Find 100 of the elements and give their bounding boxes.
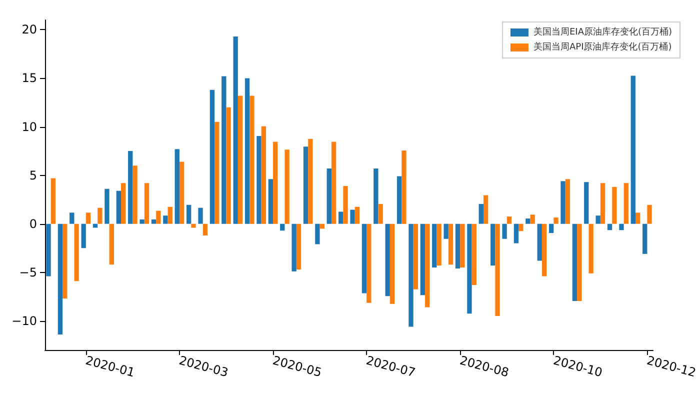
bar — [81, 224, 86, 248]
bar — [308, 138, 313, 224]
bar — [448, 224, 454, 265]
bar — [210, 90, 215, 224]
bar — [612, 186, 617, 224]
bar — [436, 224, 442, 266]
bar — [179, 162, 184, 224]
bar — [132, 166, 138, 224]
bar — [495, 224, 500, 316]
bar — [630, 76, 636, 224]
bar — [58, 224, 63, 334]
bar — [588, 224, 594, 274]
bar — [642, 224, 648, 254]
x-tick-label: 2020-05 — [271, 353, 324, 380]
y-tick-label: −10 — [12, 314, 37, 328]
bar — [163, 216, 168, 224]
bar — [70, 212, 74, 224]
bar — [350, 210, 355, 224]
x-tick-label: 2020-07 — [364, 353, 417, 380]
bar — [514, 224, 519, 244]
bar — [577, 224, 582, 301]
bar — [460, 224, 465, 268]
bar — [46, 224, 51, 276]
bar — [502, 224, 507, 239]
bar — [315, 224, 320, 244]
bar — [104, 188, 110, 224]
bar — [338, 212, 344, 224]
bar — [472, 224, 476, 285]
bar — [526, 218, 530, 224]
bar — [444, 224, 448, 239]
legend-label: 美国当周EIA原油库存变化(百万桶) — [533, 26, 672, 38]
bar — [233, 36, 238, 224]
bar — [74, 224, 79, 282]
bar — [596, 216, 600, 224]
bar — [408, 224, 414, 327]
bar — [624, 183, 628, 224]
bar — [50, 178, 56, 224]
bar — [273, 142, 278, 224]
bar — [284, 150, 290, 224]
bar — [378, 204, 383, 224]
bar — [542, 224, 547, 276]
bar — [478, 204, 484, 224]
bar — [565, 179, 570, 224]
bar — [186, 204, 192, 224]
bar — [280, 224, 285, 231]
bar — [343, 186, 348, 224]
bar — [292, 224, 296, 272]
bar — [420, 224, 426, 296]
bar — [174, 149, 180, 224]
bar — [537, 224, 542, 261]
bar — [86, 212, 91, 224]
bar — [140, 219, 144, 224]
bar — [483, 195, 488, 224]
bar — [396, 176, 402, 224]
bar — [128, 151, 133, 224]
bar — [268, 179, 274, 224]
bar — [144, 183, 150, 224]
bar — [490, 224, 496, 266]
bar — [425, 224, 430, 308]
y-tick-label: −5 — [19, 265, 37, 280]
bar — [467, 224, 472, 314]
bar — [455, 224, 460, 268]
bar — [607, 224, 612, 230]
bar — [296, 224, 302, 270]
bar — [506, 216, 512, 224]
bar — [354, 206, 360, 224]
bar — [198, 208, 203, 224]
bar — [261, 126, 266, 224]
bar — [600, 183, 606, 224]
bar — [619, 224, 624, 230]
bar — [584, 182, 589, 224]
bar — [303, 146, 308, 224]
bar — [250, 96, 254, 224]
y-tick-label: 0 — [29, 216, 37, 231]
bar — [238, 96, 243, 224]
y-tick-label: 20 — [22, 22, 37, 37]
bar — [202, 224, 208, 236]
bar — [116, 190, 122, 224]
bar — [572, 224, 578, 301]
bar — [168, 206, 172, 224]
bar — [374, 168, 378, 224]
y-tick-label: 5 — [29, 168, 37, 182]
bar — [222, 76, 226, 224]
bar — [331, 142, 336, 224]
bar — [635, 212, 640, 224]
bar — [226, 107, 231, 224]
bar — [214, 122, 220, 224]
bar — [647, 204, 652, 224]
bar — [326, 168, 332, 224]
bar — [366, 224, 372, 303]
bar — [151, 219, 156, 224]
bar — [560, 181, 566, 224]
bar — [548, 224, 554, 234]
y-tick-label: 15 — [22, 71, 37, 86]
bar — [256, 136, 262, 224]
bar — [109, 224, 114, 265]
bar — [402, 150, 406, 224]
y-tick-label: 10 — [22, 120, 37, 134]
bar — [362, 224, 367, 294]
legend-label: 美国当周API原油库存变化(百万桶) — [533, 42, 672, 52]
